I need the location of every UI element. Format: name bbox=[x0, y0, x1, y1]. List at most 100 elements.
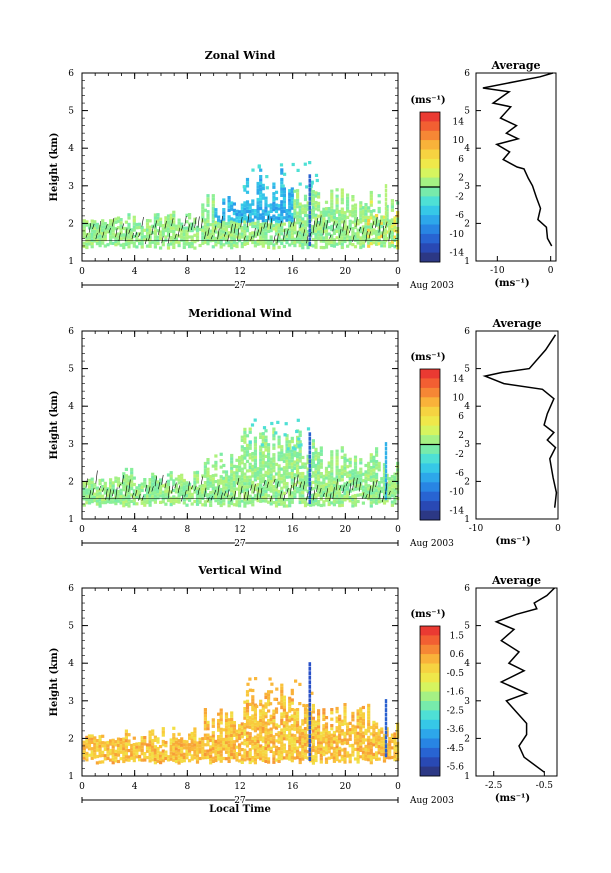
heatmap-cell bbox=[93, 233, 97, 237]
heatmap-cell bbox=[317, 458, 321, 462]
heatmap-cell bbox=[264, 702, 268, 706]
heatmap-cell bbox=[290, 197, 294, 201]
heatmap-cell bbox=[314, 220, 318, 224]
heatmap-cell bbox=[90, 225, 94, 230]
heatmap-cell bbox=[274, 488, 279, 492]
heatmap-cell bbox=[327, 210, 331, 214]
heatmap-cell bbox=[109, 235, 113, 239]
heatmap-cell bbox=[256, 752, 260, 756]
heatmap-cell bbox=[310, 691, 314, 695]
heatmap-cell bbox=[232, 503, 236, 507]
heatmap-cell bbox=[98, 244, 102, 248]
heatmap-cell bbox=[230, 724, 234, 728]
heatmap-cell bbox=[340, 194, 344, 198]
heatmap-cell bbox=[330, 459, 334, 463]
heatmap-cell bbox=[311, 710, 315, 714]
heatmap-cell bbox=[211, 734, 215, 738]
heatmap-cell bbox=[269, 749, 273, 753]
heatmap-cell bbox=[248, 430, 252, 434]
heatmap-cell bbox=[98, 228, 102, 232]
heatmap-cell bbox=[377, 741, 381, 745]
heatmap-cell bbox=[172, 479, 176, 483]
heatmap-cell bbox=[253, 459, 257, 463]
heatmap-cell bbox=[277, 229, 281, 233]
heatmap-cell bbox=[338, 717, 342, 722]
heatmap-cell bbox=[130, 499, 134, 503]
heatmap-cell bbox=[308, 219, 312, 224]
heatmap-cell bbox=[280, 722, 284, 726]
heatmap-cell bbox=[314, 502, 318, 506]
heatmap-cell bbox=[243, 230, 247, 234]
heatmap-cell bbox=[346, 493, 350, 498]
heatmap-cell bbox=[293, 224, 297, 228]
heatmap-cell bbox=[130, 493, 134, 497]
date-label: 27 bbox=[234, 281, 246, 291]
heatmap-cell bbox=[296, 455, 300, 459]
heatmap-cell bbox=[185, 743, 189, 747]
heatmap-cell bbox=[340, 475, 344, 479]
heatmap-cell bbox=[327, 480, 331, 484]
heatmap-cell bbox=[238, 733, 242, 737]
heatmap-cell bbox=[327, 471, 331, 475]
heatmap-cell bbox=[206, 733, 210, 737]
heatmap-cell bbox=[267, 226, 271, 230]
heatmap-cell bbox=[301, 738, 305, 742]
heatmap-cell bbox=[245, 434, 250, 438]
heatmap-cell bbox=[140, 736, 144, 740]
heatmap-cell bbox=[211, 493, 215, 497]
heatmap-cell bbox=[219, 487, 223, 492]
heatmap-cell bbox=[156, 229, 160, 233]
heatmap-cell bbox=[277, 464, 281, 468]
heatmap-cell bbox=[367, 477, 371, 481]
heatmap-cell bbox=[243, 466, 247, 470]
heatmap-cell bbox=[324, 200, 329, 204]
heatmap-cell bbox=[153, 497, 157, 501]
heatmap-cell bbox=[372, 736, 376, 740]
heatmap-cell bbox=[177, 761, 181, 765]
heatmap-cell bbox=[209, 229, 213, 233]
heatmap-cell bbox=[335, 716, 339, 720]
heatmap-cell bbox=[174, 747, 178, 751]
heatmap-cell bbox=[214, 454, 218, 458]
heatmap-cell bbox=[259, 738, 263, 742]
heatmap-cell bbox=[172, 495, 176, 499]
heatmap-cell bbox=[219, 500, 223, 504]
heatmap-cell bbox=[282, 721, 286, 725]
heatmap-cell bbox=[188, 498, 192, 502]
heatmap-cell bbox=[314, 495, 318, 499]
colorbar-swatch bbox=[420, 243, 440, 254]
heatmap-cell bbox=[172, 229, 176, 233]
heatmap-cell bbox=[235, 481, 239, 485]
heatmap-cell bbox=[317, 474, 321, 478]
heatmap-cell bbox=[280, 171, 284, 175]
heatmap-cell bbox=[369, 229, 373, 233]
heatmap-cell bbox=[119, 488, 123, 492]
heatmap-cell bbox=[353, 232, 358, 236]
heatmap-cell bbox=[230, 746, 234, 750]
heatmap-cell bbox=[346, 484, 350, 488]
heatmap-cell bbox=[98, 504, 102, 508]
heatmap-cell bbox=[274, 225, 279, 230]
heatmap-cell bbox=[253, 725, 257, 730]
heatmap-cell bbox=[256, 746, 260, 750]
heatmap-cell bbox=[272, 198, 276, 202]
heatmap-cell bbox=[85, 755, 89, 759]
heatmap-cell bbox=[269, 486, 273, 490]
heatmap-cell bbox=[330, 469, 334, 473]
heatmap-cell bbox=[253, 754, 257, 758]
heatmap-cell bbox=[267, 487, 271, 492]
heatmap-cell bbox=[172, 726, 176, 730]
heatmap-cell bbox=[308, 698, 312, 703]
heatmap-cell bbox=[367, 742, 371, 746]
heatmap-cell bbox=[327, 226, 331, 230]
heatmap-cell bbox=[259, 715, 263, 719]
heatmap-cell bbox=[306, 230, 310, 234]
heatmap-cell bbox=[109, 752, 113, 756]
heatmap-cell bbox=[343, 453, 347, 457]
heatmap-cell bbox=[101, 497, 105, 501]
heatmap-cell bbox=[338, 241, 342, 246]
heatmap-cell bbox=[159, 494, 163, 498]
heatmap-cell bbox=[238, 504, 242, 508]
heatmap-cell bbox=[343, 491, 347, 496]
heatmap-cell bbox=[217, 479, 221, 483]
